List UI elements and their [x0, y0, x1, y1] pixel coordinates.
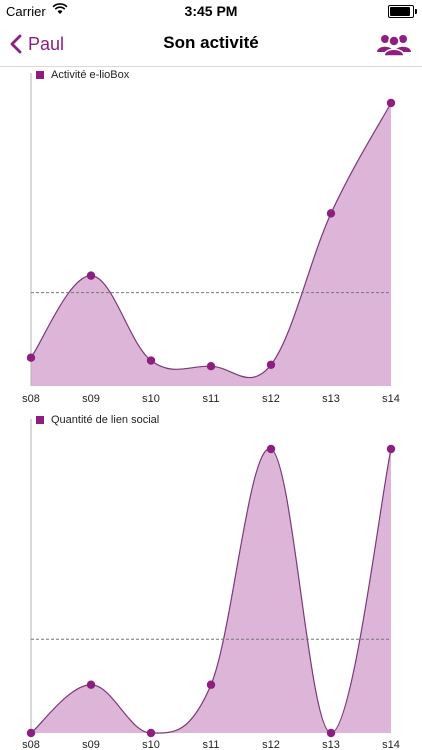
data-point-s11: [206, 361, 216, 371]
social-link-area-chart: s08 s09 s10 s11 s12 s13 s14: [22, 419, 400, 750]
wifi-icon: [52, 3, 68, 18]
data-point-s12: [266, 360, 276, 369]
navigation-bar: Paul Son activité: [0, 22, 422, 67]
x-tick-label: s12: [262, 393, 280, 405]
x-tick-label: s14: [382, 393, 400, 405]
x-tick-label: s08: [22, 393, 40, 405]
group-button[interactable]: [376, 30, 412, 58]
data-point-s10: [146, 728, 156, 738]
data-point-s08: [26, 353, 36, 362]
data-point-s11: [206, 680, 216, 689]
data-point-s08: [26, 728, 36, 738]
x-tick-label: s11: [203, 393, 220, 405]
x-tick-label: s11: [203, 739, 220, 750]
carrier-label: Carrier: [6, 4, 46, 19]
data-point-s09: [86, 680, 96, 689]
x-tick-label: s14: [382, 739, 400, 750]
area-fill: [31, 103, 391, 386]
legend-swatch: [36, 71, 44, 79]
data-point-s14: [386, 98, 396, 108]
area-fill: [31, 448, 391, 734]
data-point-s09: [86, 271, 96, 280]
series-line: [30, 448, 392, 734]
status-bar: Carrier 3:45 PM: [0, 0, 422, 22]
back-button-label: Paul: [28, 33, 65, 54]
x-tick-label: s08: [22, 739, 40, 750]
legend-label: Activité e-lioBox: [51, 69, 130, 81]
data-point-s10: [146, 356, 156, 365]
group-icon: [377, 35, 411, 57]
chart-activite-eliobox: Activité e-lioBox s08 s09 s10 s11 s12 s13 s14: [0, 66, 422, 411]
legend-label: Quantité de lien social: [51, 414, 160, 426]
legend-swatch: [36, 416, 44, 424]
data-point-s12: [266, 444, 276, 454]
x-tick-label: s09: [82, 739, 100, 750]
x-tick-label: s10: [142, 393, 160, 405]
chart-legend: Activité e-lioBox: [36, 69, 129, 81]
chart-legend: Quantité de lien social: [36, 414, 159, 426]
data-point-s14: [386, 444, 396, 454]
activity-area-chart: s08 s09 s10 s11 s12 s13 s14: [22, 73, 400, 405]
back-button[interactable]: Paul: [10, 30, 64, 58]
x-tick-label: s10: [142, 739, 160, 750]
page-title: Son activité: [163, 33, 259, 52]
data-point-s13: [326, 209, 336, 218]
data-point-s13: [326, 728, 336, 738]
x-tick-label: s12: [262, 739, 280, 750]
chart-lien-social: Quantité de lien social s08 s09 s10 s11 s12 s…: [0, 411, 422, 750]
chevron-left-icon: [10, 34, 22, 54]
x-tick-label: s09: [82, 393, 100, 405]
x-tick-label: s13: [322, 739, 340, 750]
x-tick-label: s13: [322, 393, 340, 405]
battery-icon: [388, 5, 417, 18]
clock-time: 3:45 PM: [184, 3, 238, 19]
